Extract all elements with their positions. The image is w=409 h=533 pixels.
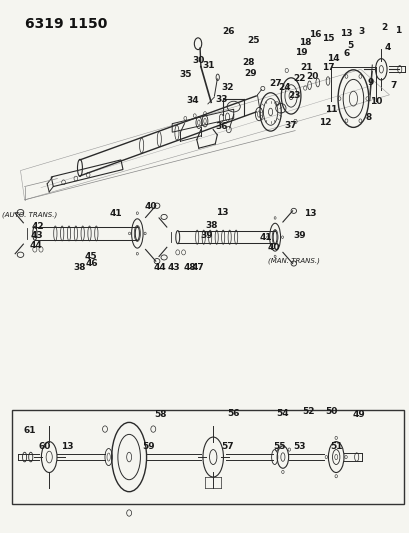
Text: 28: 28: [241, 59, 254, 67]
Text: 27: 27: [269, 79, 281, 88]
Text: 12: 12: [318, 118, 330, 127]
Text: 41: 41: [109, 209, 121, 217]
Text: 41: 41: [259, 233, 271, 241]
Text: 45: 45: [85, 253, 97, 261]
Text: 39: 39: [292, 231, 305, 240]
Text: 44: 44: [29, 241, 43, 249]
Text: 53: 53: [292, 442, 305, 451]
Text: 20: 20: [306, 72, 318, 80]
Text: 17: 17: [321, 63, 333, 71]
Text: 6319 1150: 6319 1150: [25, 17, 107, 31]
Text: 14: 14: [326, 54, 338, 62]
Text: 39: 39: [200, 231, 212, 240]
Text: 50: 50: [324, 407, 337, 416]
Text: 34: 34: [186, 96, 198, 104]
Text: 59: 59: [142, 442, 154, 451]
Text: 46: 46: [86, 260, 98, 268]
Text: 5: 5: [346, 41, 353, 50]
Text: 13: 13: [339, 29, 352, 38]
Text: 4: 4: [383, 44, 390, 52]
Text: 1: 1: [394, 27, 401, 35]
Text: 61: 61: [23, 426, 36, 435]
Text: 58: 58: [154, 410, 166, 419]
Text: 26: 26: [222, 28, 234, 36]
Text: 6: 6: [342, 49, 349, 58]
Text: 21: 21: [300, 63, 312, 72]
Text: 40: 40: [144, 203, 157, 211]
Text: 54: 54: [275, 409, 288, 417]
Text: 18: 18: [299, 38, 311, 46]
Text: 10: 10: [369, 97, 382, 106]
Text: 38: 38: [74, 263, 86, 272]
Text: 56: 56: [227, 409, 239, 417]
Text: 42: 42: [31, 222, 44, 231]
Text: 2: 2: [380, 23, 387, 32]
Text: 35: 35: [179, 70, 191, 79]
Text: 55: 55: [273, 442, 285, 451]
Text: 13: 13: [216, 208, 228, 216]
Text: 23: 23: [288, 92, 300, 100]
Text: 29: 29: [243, 69, 256, 78]
Text: 40: 40: [267, 243, 279, 252]
Text: 16: 16: [308, 30, 320, 39]
Text: 13: 13: [61, 442, 74, 451]
Text: 60: 60: [38, 442, 50, 451]
Text: 24: 24: [278, 84, 290, 92]
Text: 38: 38: [204, 221, 217, 230]
Text: 7: 7: [389, 81, 396, 90]
Text: 47: 47: [191, 263, 204, 272]
Text: (AUTO. TRANS.): (AUTO. TRANS.): [2, 211, 57, 217]
Text: 25: 25: [247, 36, 259, 45]
Text: 32: 32: [221, 83, 233, 92]
Text: 52: 52: [301, 407, 314, 416]
Text: 22: 22: [292, 75, 305, 83]
Text: 33: 33: [215, 95, 227, 104]
Text: 8: 8: [365, 113, 371, 122]
Text: 30: 30: [192, 56, 204, 64]
Text: 43: 43: [31, 231, 43, 240]
Text: 11: 11: [324, 105, 337, 114]
Text: (MAN. TRANS.): (MAN. TRANS.): [268, 258, 319, 264]
Text: 43: 43: [168, 263, 180, 272]
Text: 31: 31: [202, 61, 215, 69]
Text: 49: 49: [351, 410, 364, 419]
Text: 9: 9: [367, 78, 373, 87]
Text: 44: 44: [153, 263, 166, 272]
Text: 36: 36: [215, 123, 227, 131]
Text: 13: 13: [304, 209, 316, 217]
Bar: [12, 410, 403, 504]
Text: 15: 15: [321, 34, 333, 43]
Text: 57: 57: [221, 442, 233, 451]
Text: 19: 19: [294, 48, 307, 56]
Text: 51: 51: [329, 442, 342, 451]
Text: 37: 37: [284, 122, 297, 130]
Text: 48: 48: [183, 263, 195, 272]
Text: 3: 3: [357, 27, 364, 36]
